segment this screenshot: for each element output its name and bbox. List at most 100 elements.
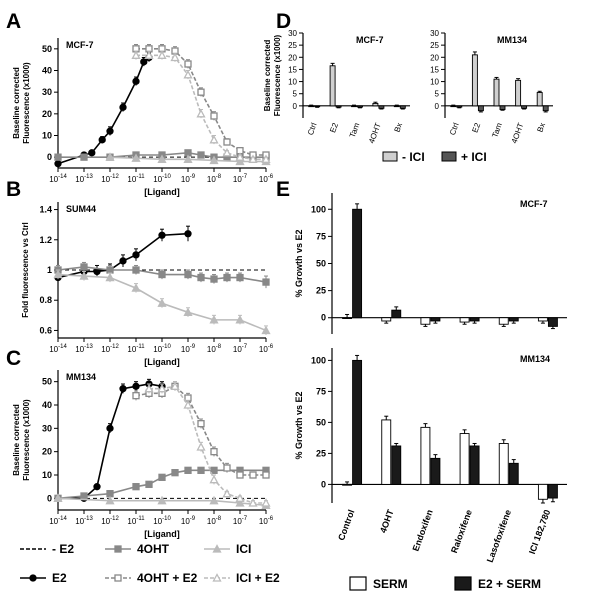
bar: [537, 483, 548, 500]
data-point: [183, 154, 193, 163]
legend-marker: [29, 574, 37, 582]
data-point: [53, 269, 63, 279]
x-tick-label: 10-11: [127, 516, 145, 526]
bar: [469, 445, 480, 485]
bar: [430, 317, 441, 322]
data-point: [158, 270, 166, 279]
data-point: [262, 278, 270, 286]
y-tick-label: 15: [288, 65, 297, 74]
x-tick-label: 10-10: [153, 516, 171, 526]
data-point: [170, 52, 180, 62]
data-point: [197, 273, 205, 282]
y-tick-label: 0: [47, 493, 52, 503]
y-tick-label: 50: [42, 44, 52, 54]
legend-marker: [114, 574, 122, 582]
legend-label: E2 + SERM: [478, 577, 541, 591]
data-point: [106, 266, 114, 274]
x-tick-label: 10-6: [259, 174, 274, 184]
data-point: [132, 483, 140, 491]
bar: [329, 65, 336, 107]
y-tick-label: 0: [435, 102, 440, 111]
data-point: [235, 156, 245, 166]
x-category-label: Ctrl: [306, 121, 319, 136]
y-tick-label: 1: [47, 265, 52, 275]
bar: [450, 105, 457, 108]
y-tick-label: 20: [42, 447, 52, 457]
bar: [391, 445, 402, 485]
bar: [342, 483, 353, 486]
panel-letter-e: E: [276, 178, 290, 201]
data-point: [144, 50, 154, 59]
y-tick-label: 30: [430, 29, 439, 38]
x-tick-label: 10-14: [49, 174, 67, 184]
y-axis-label: Baseline correctedFluorescence (x1000): [12, 62, 31, 144]
data-point: [222, 147, 232, 157]
data-point: [106, 424, 114, 432]
bar: [391, 309, 402, 319]
x-tick-label: 10-6: [259, 516, 274, 526]
data-point: [262, 471, 270, 479]
x-tick-label: 10-8: [207, 344, 222, 354]
legend-label: + ICI: [461, 150, 487, 164]
bar: [508, 317, 519, 322]
bar: [547, 317, 558, 327]
legend-label: E2: [52, 571, 67, 585]
data-point: [183, 307, 193, 316]
data-point: [119, 385, 127, 393]
bar: [430, 457, 441, 485]
y-axis-label: % Growth vs E2: [294, 229, 304, 297]
data-point: [119, 103, 127, 111]
data-point: [93, 483, 101, 491]
x-tick-label: 10-13: [75, 174, 93, 184]
legend-swatch: [382, 151, 398, 162]
data-point: [261, 498, 271, 507]
data-point: [80, 263, 88, 271]
data-point: [235, 152, 245, 161]
bar: [399, 105, 406, 109]
x-category-label: Ctrl: [448, 121, 461, 136]
legend-swatch: [349, 576, 367, 591]
x-tick-label: 10-10: [153, 174, 171, 184]
x-tick-label: 10-14: [49, 516, 67, 526]
x-tick-label: 10-7: [233, 344, 248, 354]
x-tick-label: 10-9: [181, 174, 196, 184]
bar: [352, 208, 363, 319]
legend-marker: [212, 544, 222, 553]
bar: [314, 105, 321, 108]
y-tick-label: 0: [321, 313, 326, 323]
y-tick-label: 1.2: [39, 235, 52, 245]
data-point: [54, 153, 62, 161]
legend-label: SERM: [373, 577, 408, 591]
data-point: [132, 382, 140, 390]
data-point: [261, 325, 271, 335]
data-point: [236, 273, 244, 282]
panel-title: MCF-7: [356, 35, 384, 45]
data-point: [158, 231, 166, 239]
data-point: [105, 495, 115, 505]
x-tick-label: 10-13: [75, 516, 93, 526]
data-point: [132, 77, 140, 85]
data-point: [209, 495, 219, 505]
data-point: [236, 471, 244, 479]
data-point: [197, 151, 205, 159]
bar: [536, 92, 543, 107]
y-tick-label: 30: [42, 423, 52, 433]
data-point: [105, 272, 115, 282]
x-tick-label: 10-12: [101, 344, 119, 354]
x-tick-label: 10-9: [181, 344, 196, 354]
y-tick-label: 100: [311, 355, 326, 365]
x-category-label: 4OHT: [510, 122, 526, 145]
bar: [381, 317, 392, 322]
y-tick-label: 75: [316, 231, 326, 241]
data-point: [170, 381, 180, 390]
data-point: [184, 60, 192, 68]
bar: [342, 317, 353, 319]
data-point: [196, 108, 206, 118]
series-line: [57, 497, 267, 507]
bar: [308, 105, 315, 108]
series-line: [136, 48, 266, 156]
bar: [351, 105, 357, 108]
panel-title: MM134: [66, 372, 96, 382]
y-tick-label: 5: [293, 90, 298, 99]
y-axis-label: Baseline correctedFluorescence (x1000): [12, 399, 31, 481]
